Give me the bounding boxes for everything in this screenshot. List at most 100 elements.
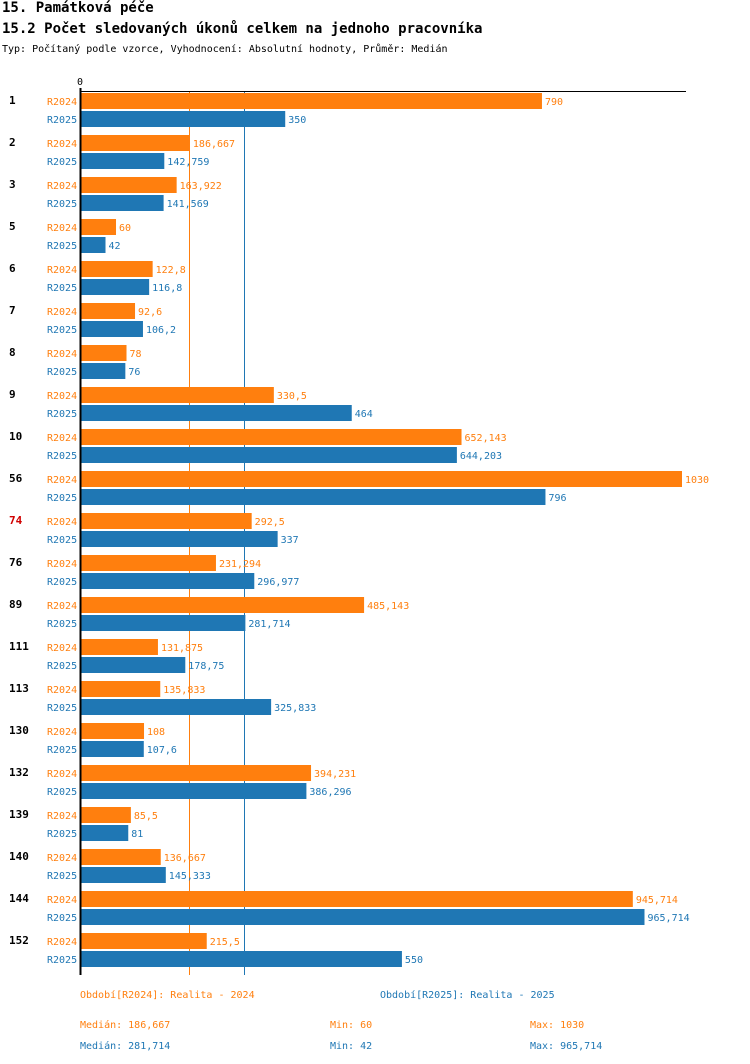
series-label: R2024 (47, 97, 77, 108)
series-label: R2024 (47, 517, 77, 528)
series-label: R2024 (47, 307, 77, 318)
series-label: R2025 (47, 493, 77, 504)
bar-R2025 (81, 321, 143, 337)
series-label: R2024 (47, 937, 77, 948)
legend-r2025: Období[R2025]: Realita - 2025 (380, 990, 555, 1001)
data-label: 644,203 (460, 451, 502, 462)
data-label: 652,143 (465, 433, 507, 444)
bar-R2024 (81, 261, 153, 277)
bar-R2025 (81, 531, 278, 547)
bar-R2025 (81, 825, 129, 841)
series-label: R2025 (47, 367, 77, 378)
bar-R2025 (81, 657, 186, 673)
bar-R2025 (81, 153, 165, 169)
data-label: 141,569 (167, 199, 209, 210)
series-label: R2025 (47, 661, 77, 672)
category-label: 5 (9, 220, 16, 233)
legend-r2024: Období[R2024]: Realita - 2024 (80, 990, 255, 1001)
data-label: 60 (119, 223, 131, 234)
chart-type-info: Typ: Počítaný podle vzorce, Vyhodnocení:… (2, 44, 448, 55)
bar-chart: 0 1 R2024 790 R2025 350 2 R2024 186,667 R2025 142,… (9, 77, 709, 975)
series-label: R2025 (47, 619, 77, 630)
category-label: 130 (9, 724, 29, 737)
bar-R2025 (81, 951, 402, 967)
bar-R2025 (81, 909, 645, 925)
bar-R2024 (81, 807, 131, 823)
category-label: 56 (9, 472, 23, 485)
data-label: 337 (281, 535, 299, 546)
bar-R2024 (81, 513, 252, 529)
series-label: R2025 (47, 829, 77, 840)
series-label: R2025 (47, 703, 77, 714)
category-label: 74 (9, 514, 23, 527)
series-label: R2024 (47, 811, 77, 822)
max-r2024: Max: 1030 (530, 1020, 585, 1031)
max-r2025: Max: 965,714 (530, 1041, 603, 1052)
data-label: 122,8 (156, 265, 186, 276)
min-r2025: Min: 42 (330, 1041, 373, 1052)
min-r2024: Min: 60 (330, 1020, 373, 1031)
category-label: 139 (9, 808, 29, 821)
data-label: 76 (128, 367, 140, 378)
median-r2024: Medián: 186,667 (80, 1020, 171, 1031)
bar-R2024 (81, 219, 117, 235)
series-label: R2024 (47, 643, 77, 654)
bar-R2024 (81, 597, 365, 613)
median-r2025: Medián: 281,714 (80, 1041, 171, 1052)
series-label: R2025 (47, 115, 77, 126)
bar-R2025 (81, 405, 352, 421)
data-label: 945,714 (636, 895, 678, 906)
data-label: 965,714 (647, 913, 689, 924)
series-label: R2025 (47, 199, 77, 210)
category-label: 76 (9, 556, 23, 569)
data-label: 81 (131, 829, 143, 840)
bar-R2024 (81, 303, 136, 319)
bar-R2025 (81, 363, 126, 379)
category-label: 113 (9, 682, 29, 695)
data-label: 550 (405, 955, 423, 966)
series-label: R2025 (47, 577, 77, 588)
bar-R2024 (81, 765, 312, 781)
series-label: R2024 (47, 349, 77, 360)
series-label: R2024 (47, 559, 77, 570)
data-label: 215,5 (210, 937, 240, 948)
bar-R2025 (81, 867, 166, 883)
series-label: R2025 (47, 535, 77, 546)
data-label: 136,667 (164, 853, 206, 864)
data-label: 186,667 (193, 139, 235, 150)
series-label: R2025 (47, 955, 77, 966)
axis-zero-label: 0 (77, 77, 83, 88)
category-label: 6 (9, 262, 16, 275)
bar-R2024 (81, 891, 633, 907)
bar-R2025 (81, 279, 150, 295)
series-label: R2024 (47, 475, 77, 486)
data-label: 107,6 (147, 745, 177, 756)
data-label: 281,714 (248, 619, 290, 630)
data-label: 296,977 (257, 577, 299, 588)
data-label: 464 (355, 409, 373, 420)
category-label: 9 (9, 388, 16, 401)
category-label: 132 (9, 766, 29, 779)
series-label: R2024 (47, 391, 77, 402)
bar-R2025 (81, 783, 307, 799)
page-title: 15. Památková péče (2, 0, 154, 16)
series-label: R2024 (47, 181, 77, 192)
bar-R2025 (81, 573, 255, 589)
series-label: R2024 (47, 265, 77, 276)
bar-R2024 (81, 93, 542, 109)
data-label: 292,5 (255, 517, 285, 528)
series-label: R2024 (47, 895, 77, 906)
series-label: R2025 (47, 157, 77, 168)
series-label: R2024 (47, 601, 77, 612)
category-label: 10 (9, 430, 22, 443)
bar-R2024 (81, 177, 177, 193)
category-label: 1 (9, 94, 16, 107)
data-label: 135,833 (163, 685, 205, 696)
data-label: 796 (548, 493, 566, 504)
bar-R2024 (81, 387, 274, 403)
bar-R2024 (81, 933, 207, 949)
category-label: 144 (9, 892, 29, 905)
data-label: 790 (545, 97, 563, 108)
series-label: R2024 (47, 853, 77, 864)
bar-R2024 (81, 555, 216, 571)
